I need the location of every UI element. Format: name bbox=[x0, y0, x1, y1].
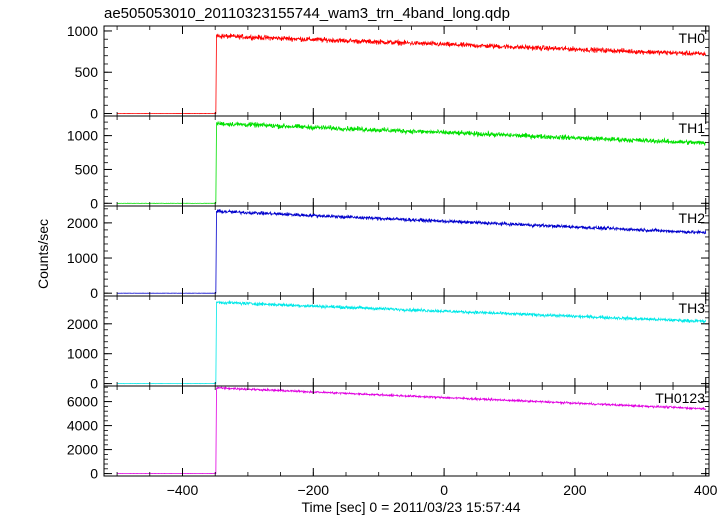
y-tick-label: 1000 bbox=[67, 23, 98, 39]
x-tick-label: 200 bbox=[563, 482, 587, 498]
x-tick-label: −200 bbox=[298, 482, 330, 498]
y-tick-label: 0 bbox=[90, 466, 98, 482]
panel-label: TH0123 bbox=[655, 390, 705, 406]
chart-title: ae505053010_20110323155744_wam3_trn_4ban… bbox=[104, 5, 510, 22]
y-tick-label: 0 bbox=[90, 376, 98, 392]
y-tick-label: 0 bbox=[90, 106, 98, 122]
panel-th1: 0 500 1000 TH1 bbox=[67, 115, 710, 211]
y-tick-label: 500 bbox=[75, 161, 99, 177]
panel-frame bbox=[103, 385, 710, 477]
series-line-th1 bbox=[117, 121, 707, 204]
panels: 0 500 1000 TH0 0 500 1000 TH1 0 1000 2000 TH2 0 1000 2… bbox=[67, 23, 710, 482]
panel-label: TH1 bbox=[679, 120, 706, 136]
panel-th2: 0 1000 2000 TH2 bbox=[67, 205, 710, 301]
panel-label: TH3 bbox=[679, 300, 706, 316]
x-tick-label: −400 bbox=[167, 482, 199, 498]
panel-label: TH0 bbox=[679, 30, 706, 46]
panel-label: TH2 bbox=[679, 210, 706, 226]
series-line-th0123 bbox=[117, 385, 707, 475]
panel-th0123: 0 2000 4000 6000 TH0123 bbox=[67, 385, 710, 482]
panel-frame bbox=[103, 25, 710, 117]
x-tick-label: 400 bbox=[694, 482, 718, 498]
series-line-th3 bbox=[117, 300, 707, 385]
y-tick-label: 2000 bbox=[67, 316, 98, 332]
y-tick-label: 1000 bbox=[67, 346, 98, 362]
panel-th0: 0 500 1000 TH0 bbox=[67, 23, 710, 122]
y-tick-label: 0 bbox=[90, 195, 98, 211]
y-axis-label: Counts/sec bbox=[35, 219, 51, 289]
series-line-th2 bbox=[117, 208, 707, 294]
x-tick-label: 0 bbox=[440, 482, 448, 498]
panel-th3: 0 1000 2000 TH3 bbox=[67, 295, 710, 392]
series-line-th0 bbox=[117, 33, 707, 115]
y-tick-label: 1000 bbox=[67, 250, 98, 266]
panel-frame bbox=[103, 115, 710, 207]
x-axis-label: Time [sec] 0 = 2011/03/23 15:57:44 bbox=[301, 499, 520, 515]
y-tick-label: 4000 bbox=[67, 418, 98, 434]
y-tick-label: 0 bbox=[90, 285, 98, 301]
y-tick-label: 2000 bbox=[67, 215, 98, 231]
y-tick-label: 6000 bbox=[67, 394, 98, 410]
y-tick-label: 500 bbox=[75, 64, 99, 80]
x-axis: −400 −200 0 200 400 bbox=[167, 482, 718, 498]
y-tick-label: 2000 bbox=[67, 442, 98, 458]
y-tick-label: 1000 bbox=[67, 128, 98, 144]
